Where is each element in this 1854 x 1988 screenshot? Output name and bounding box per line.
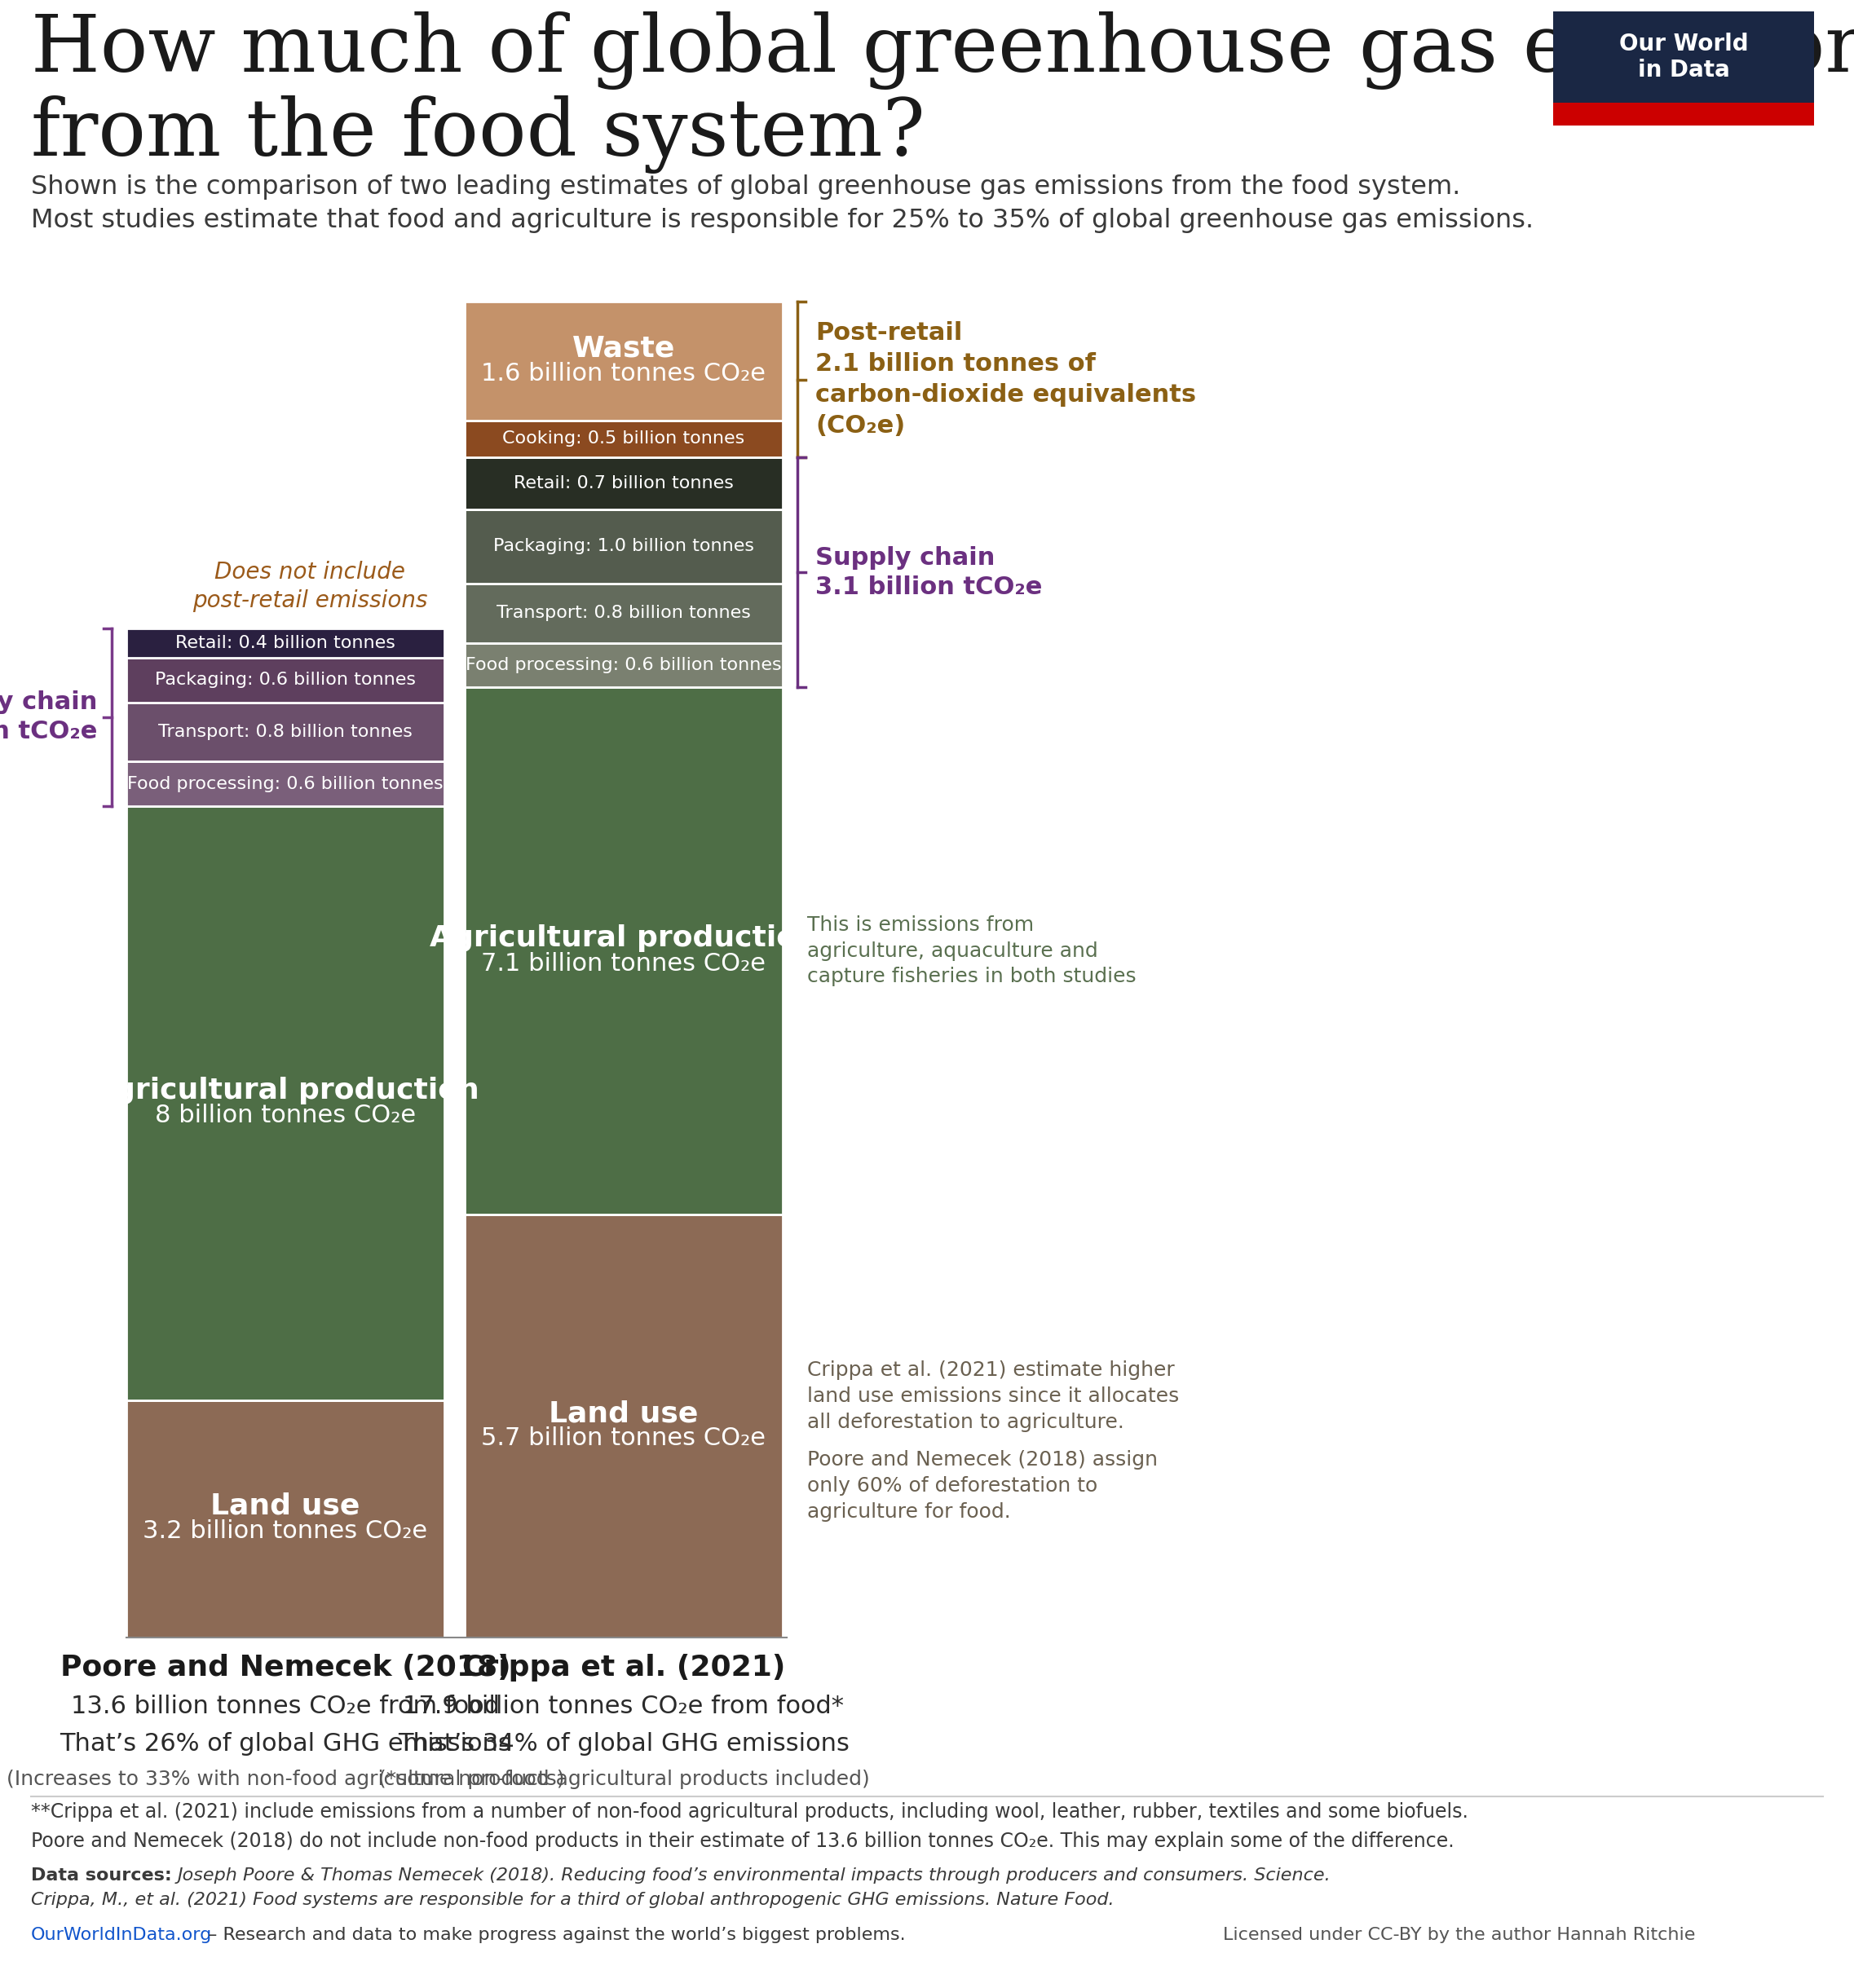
Bar [465,419,782,457]
Bar [465,1215,782,1638]
Bar [126,807,445,1400]
Text: Supply chain
2.4 billion tCO₂e: Supply chain 2.4 billion tCO₂e [0,690,96,744]
Text: How much of global greenhouse gas emissions come
from the food system?: How much of global greenhouse gas emissi… [32,12,1854,173]
Text: Waste: Waste [573,334,675,362]
Text: Retail: 0.7 billion tonnes: Retail: 0.7 billion tonnes [514,475,734,491]
Bar [465,302,782,419]
Text: Transport: 0.8 billion tonnes: Transport: 0.8 billion tonnes [158,724,412,740]
Text: Post-retail
2.1 billion tonnes of
carbon-dioxide equivalents
(CO₂e): Post-retail 2.1 billion tonnes of carbon… [816,320,1196,437]
Text: Cooking: 0.5 billion tonnes: Cooking: 0.5 billion tonnes [502,431,745,447]
Text: That’s 34% of global GHG emissions: That’s 34% of global GHG emissions [399,1732,849,1755]
Text: (*some non-food agricultural products included): (*some non-food agricultural products in… [378,1769,870,1789]
Bar [1554,103,1813,125]
Text: OurWorldInData.org: OurWorldInData.org [32,1926,211,1942]
Text: 8 billion tonnes CO₂e: 8 billion tonnes CO₂e [156,1103,415,1127]
Text: Retail: 0.4 billion tonnes: Retail: 0.4 billion tonnes [176,634,395,652]
Text: Food processing: 0.6 billion tonnes: Food processing: 0.6 billion tonnes [465,658,782,674]
Bar [1554,12,1813,103]
Bar [126,1400,445,1638]
Text: Land use: Land use [211,1493,360,1521]
Text: Land use: Land use [549,1400,699,1427]
Text: Crippa, M., et al. (2021) Food systems are responsible for a third of global ant: Crippa, M., et al. (2021) Food systems a… [32,1893,1114,1908]
Bar [465,457,782,509]
Text: Our World
in Data: Our World in Data [1619,32,1748,82]
Text: (Increases to 33% with non-food agricultural products): (Increases to 33% with non-food agricult… [6,1769,564,1789]
Bar [126,628,445,658]
Text: Packaging: 0.6 billion tonnes: Packaging: 0.6 billion tonnes [156,672,415,688]
Bar [126,658,445,702]
Text: Supply chain
3.1 billion tCO₂e: Supply chain 3.1 billion tCO₂e [816,547,1042,598]
Bar [465,509,782,584]
Bar [126,702,445,761]
Text: Agricultural production: Agricultural production [91,1077,480,1105]
Bar [126,761,445,807]
Text: Poore and Nemecek (2018) do not include non-food products in their estimate of 1: Poore and Nemecek (2018) do not include … [32,1831,1454,1851]
Text: Crippa et al. (2021) estimate higher
land use emissions since it allocates
all d: Crippa et al. (2021) estimate higher lan… [806,1360,1179,1431]
Text: 17.9 billion tonnes CO₂e from food*: 17.9 billion tonnes CO₂e from food* [402,1694,844,1718]
Text: Poore and Nemecek (2018) assign
only 60% of deforestation to
agriculture for foo: Poore and Nemecek (2018) assign only 60%… [806,1451,1157,1521]
Text: 1.6 billion tonnes CO₂e: 1.6 billion tonnes CO₂e [482,362,766,386]
Bar [465,688,782,1215]
Bar [465,642,782,688]
Text: Transport: 0.8 billion tonnes: Transport: 0.8 billion tonnes [497,604,751,622]
Text: Data sources:: Data sources: [32,1867,178,1885]
Text: Joseph Poore & Thomas Nemecek (2018). Reducing food’s environmental impacts thro: Joseph Poore & Thomas Nemecek (2018). Re… [178,1867,1331,1885]
Text: 5.7 billion tonnes CO₂e: 5.7 billion tonnes CO₂e [482,1427,766,1451]
Text: 13.6 billion tonnes CO₂e from food: 13.6 billion tonnes CO₂e from food [70,1694,501,1718]
Text: Does not include
post-retail emissions: Does not include post-retail emissions [193,561,428,612]
Text: 7.1 billion tonnes CO₂e: 7.1 billion tonnes CO₂e [482,952,766,976]
Text: 3.2 billion tonnes CO₂e: 3.2 billion tonnes CO₂e [143,1519,428,1543]
Bar [465,584,782,642]
Text: Shown is the comparison of two leading estimates of global greenhouse gas emissi: Shown is the comparison of two leading e… [32,175,1533,233]
Text: Licensed under CC-BY by the author Hannah Ritchie: Licensed under CC-BY by the author Hanna… [1224,1926,1695,1942]
Text: Poore and Nemecek (2018): Poore and Nemecek (2018) [59,1654,510,1682]
Text: Agricultural production: Agricultural production [430,924,818,952]
Text: Food processing: 0.6 billion tonnes: Food processing: 0.6 billion tonnes [128,775,443,791]
Text: – Research and data to make progress against the world’s biggest problems.: – Research and data to make progress aga… [202,1926,905,1942]
Text: That’s 26% of global GHG emissions: That’s 26% of global GHG emissions [59,1732,512,1755]
Text: Crippa et al. (2021): Crippa et al. (2021) [462,1654,786,1682]
Text: **Crippa et al. (2021) include emissions from a number of non-food agricultural : **Crippa et al. (2021) include emissions… [32,1803,1468,1821]
Text: This is emissions from
agriculture, aquaculture and
capture fisheries in both st: This is emissions from agriculture, aqua… [806,914,1137,986]
Text: Packaging: 1.0 billion tonnes: Packaging: 1.0 billion tonnes [493,539,755,555]
